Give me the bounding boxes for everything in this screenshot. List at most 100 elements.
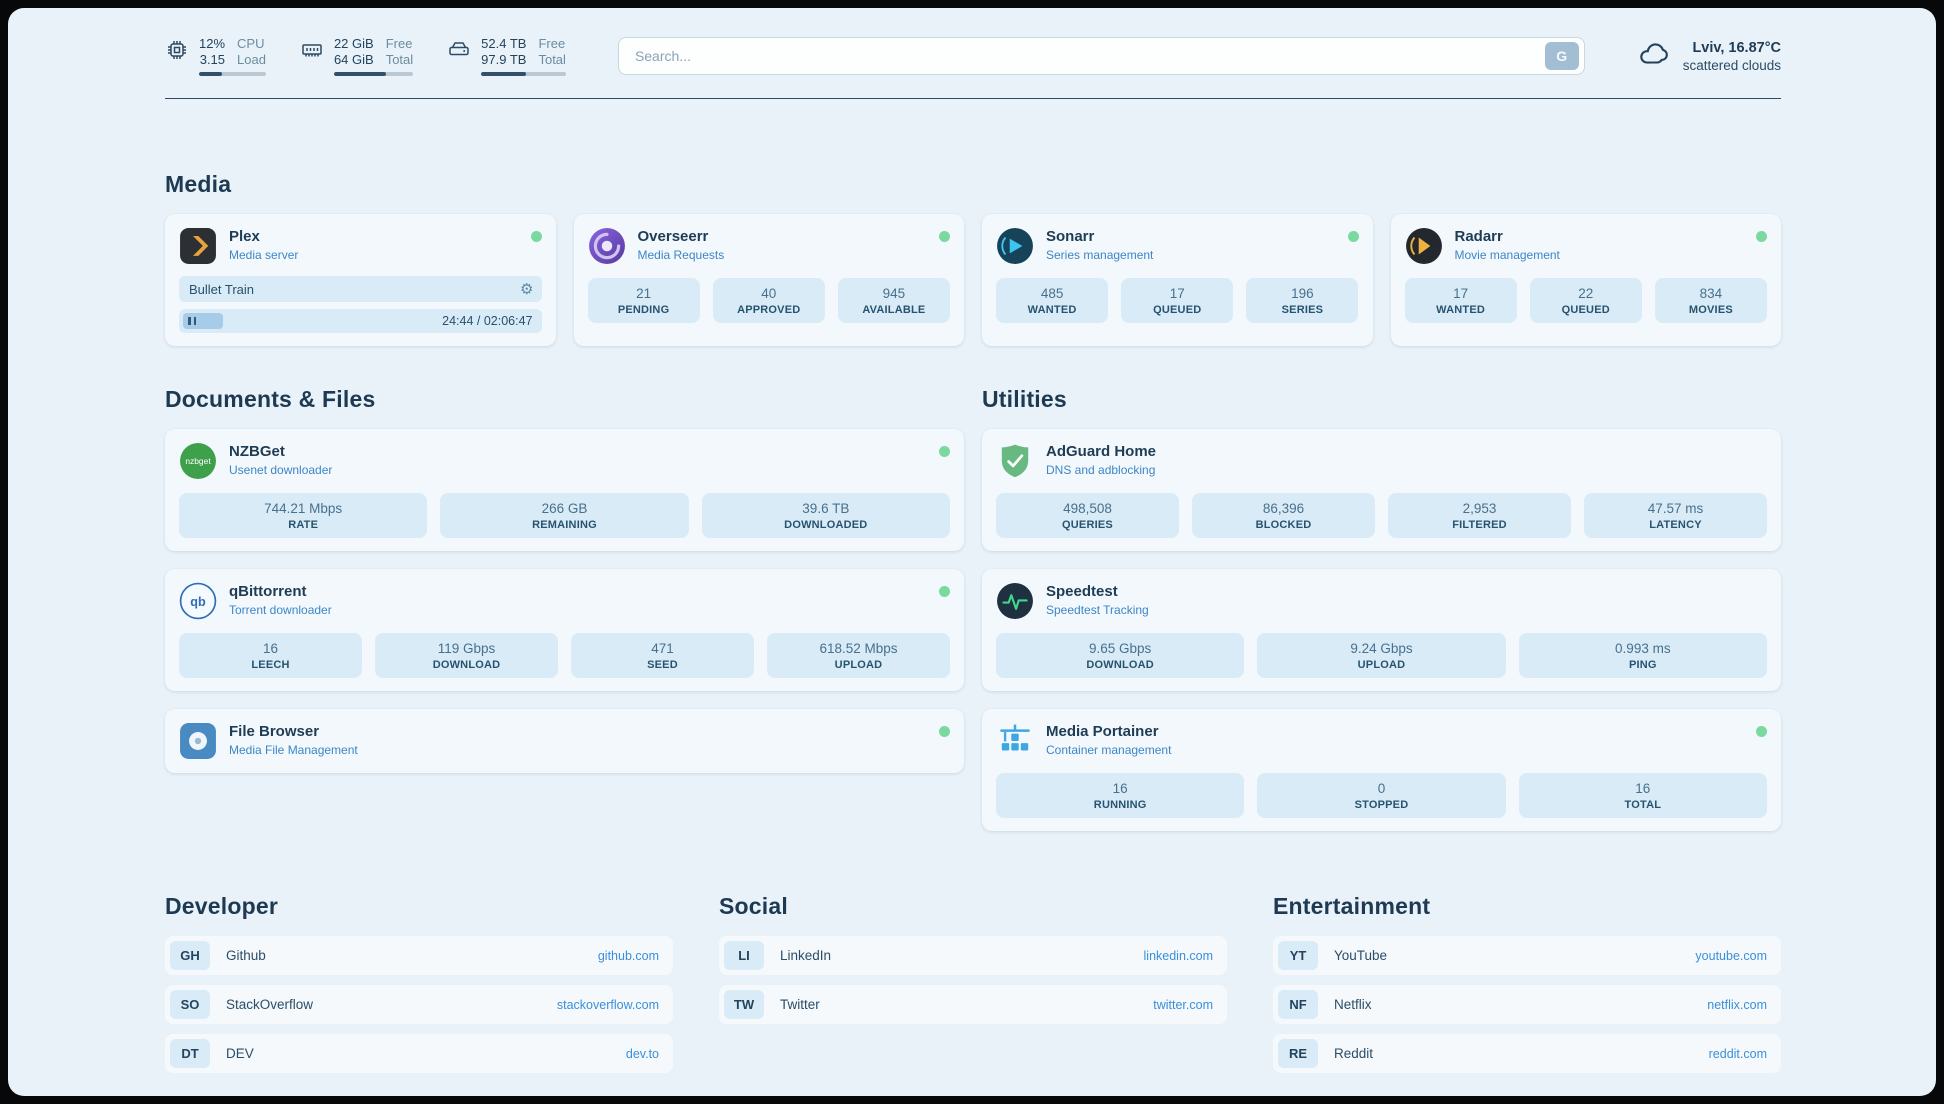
service-card-speedtest[interactable]: Speedtest Speedtest Tracking 9.65 Gbps D…	[982, 569, 1781, 691]
bookmark-domain: stackoverflow.com	[556, 997, 659, 1012]
cpu-load-label: Load	[237, 52, 266, 67]
status-dot-online	[1756, 726, 1767, 737]
stat: 266 GB REMAINING	[440, 493, 689, 538]
service-card-plex[interactable]: Plex Media server Bullet Train ⚙ 24:44 /…	[165, 214, 556, 346]
bookmark-name: DEV	[226, 1046, 254, 1061]
stat: 16 RUNNING	[996, 773, 1245, 818]
search-input[interactable]	[632, 47, 1545, 65]
bookmark-netflix[interactable]: NF Netflix netflix.com	[1273, 985, 1781, 1024]
disk-progress-bar	[481, 72, 566, 76]
disk-icon	[447, 38, 471, 67]
memory-icon	[300, 38, 324, 67]
disk-widget: 52.4 TB Free 97.9 TB Total	[447, 36, 566, 76]
service-card-portainer[interactable]: Media Portainer Container management 16 …	[982, 709, 1781, 831]
section-title-documents: Documents & Files	[165, 386, 376, 412]
disk-total-label: Total	[538, 52, 566, 67]
bookmark-domain: netflix.com	[1707, 997, 1767, 1012]
service-name: File Browser	[229, 723, 320, 740]
service-subtitle: Container management	[1046, 743, 1172, 757]
stat: 16 LEECH	[179, 633, 362, 678]
cpu-usage-value: 12%	[199, 36, 226, 51]
service-name: Sonarr	[1046, 228, 1095, 245]
bookmark-twitter[interactable]: TW Twitter twitter.com	[719, 985, 1227, 1024]
stat: 485 WANTED	[996, 278, 1109, 323]
stat: 0.993 ms PING	[1518, 633, 1767, 678]
stat: 471 SEED	[571, 633, 754, 678]
section-media: Media Plex Media server Bullet Train ⚙	[165, 171, 1781, 346]
bookmark-github[interactable]: GH Github github.com	[165, 936, 673, 975]
bookmark-name: YouTube	[1334, 948, 1388, 963]
stat: 47.57 ms LATENCY	[1584, 493, 1767, 538]
service-subtitle: Media server	[229, 248, 299, 262]
bookmark-name: StackOverflow	[226, 997, 314, 1012]
service-name: Overseerr	[637, 228, 709, 245]
bookmark-name: LinkedIn	[780, 948, 832, 963]
service-subtitle: Series management	[1046, 248, 1154, 262]
service-card-overseerr[interactable]: Overseerr Media Requests 21 PENDING 40 A…	[573, 214, 964, 346]
top-bar: 12% CPU 3.15 Load 22 GiB Free 64 GiB Tot…	[165, 36, 1781, 76]
memory-free-label: Free	[385, 36, 413, 51]
stat: 17 QUEUED	[1121, 278, 1234, 323]
bookmark-abbr: NF	[1278, 990, 1318, 1019]
service-card-adguard[interactable]: AdGuard Home DNS and adblocking 498,508 …	[982, 429, 1781, 551]
status-dot-online	[1756, 231, 1767, 242]
cpu-widget: 12% CPU 3.15 Load	[165, 36, 266, 76]
memory-total-label: Total	[385, 52, 414, 67]
service-name: AdGuard Home	[1046, 443, 1157, 460]
bookmark-abbr: YT	[1278, 941, 1318, 970]
bookmark-abbr: GH	[170, 941, 210, 970]
stat: 744.21 Mbps RATE	[179, 493, 428, 538]
playback-progress-bar[interactable]: 24:44 / 02:06:47	[179, 309, 542, 333]
service-card-radarr[interactable]: Radarr Movie management 17 WANTED 22 QUE…	[1390, 214, 1781, 346]
bookmark-dev[interactable]: DT DEV dev.to	[165, 1034, 673, 1073]
bookmark-linkedin[interactable]: LI LinkedIn linkedin.com	[719, 936, 1227, 975]
status-dot-online	[939, 586, 950, 597]
adguard-icon	[996, 442, 1034, 480]
bookmark-youtube[interactable]: YT YouTube youtube.com	[1273, 936, 1781, 975]
status-dot-online	[1347, 231, 1359, 242]
memory-progress-bar	[333, 72, 414, 76]
now-playing-row: Bullet Train ⚙	[179, 276, 542, 302]
stat: 498,508 QUERIES	[996, 493, 1179, 538]
section-documents: Documents & Files nzbget NZBGet U	[165, 386, 964, 831]
section-title-social: Social	[719, 893, 788, 919]
service-card-qbittorrent[interactable]: qb qBittorrent Torrent downloader 16 LEE…	[165, 569, 964, 691]
service-name: NZBGet	[229, 443, 285, 460]
memory-widget: 22 GiB Free 64 GiB Total	[300, 36, 414, 76]
disk-free-label: Free	[538, 36, 566, 51]
service-card-filebrowser[interactable]: File Browser Media File Management	[165, 709, 964, 773]
status-dot-online	[530, 231, 542, 242]
bookmark-abbr: RE	[1278, 1039, 1318, 1068]
bookmark-domain: twitter.com	[1153, 997, 1213, 1012]
speedtest-icon	[996, 582, 1034, 620]
bookmark-abbr: SO	[170, 990, 210, 1019]
bookmark-reddit[interactable]: RE Reddit reddit.com	[1273, 1034, 1781, 1073]
cpu-usage-label: CPU	[237, 36, 265, 51]
settings-gear-icon[interactable]: ⚙	[520, 280, 534, 298]
bookmark-domain: linkedin.com	[1143, 948, 1213, 963]
playback-time: 24:44 / 02:06:47	[442, 314, 533, 328]
weather-condition: scattered clouds	[1682, 57, 1781, 73]
status-dot-online	[939, 726, 950, 737]
overseerr-icon	[588, 227, 626, 265]
portainer-icon	[996, 722, 1034, 760]
service-card-nzbget[interactable]: nzbget NZBGet Usenet downloader 744.21 M…	[165, 429, 964, 551]
bookmark-stackoverflow[interactable]: SO StackOverflow stackoverflow.com	[165, 985, 673, 1024]
qbittorrent-icon: qb	[179, 582, 217, 620]
disk-total-value: 97.9 TB	[481, 52, 527, 67]
bookmark-name: Github	[226, 948, 266, 963]
stat: 21 PENDING	[587, 278, 700, 323]
bookmark-domain: reddit.com	[1708, 1046, 1767, 1061]
stat: 16 TOTAL	[1518, 773, 1767, 818]
bookmark-domain: dev.to	[625, 1046, 659, 1061]
search-provider-button[interactable]: G	[1544, 42, 1579, 70]
cpu-progress-bar	[199, 72, 266, 76]
section-title-entertainment: Entertainment	[1273, 893, 1431, 919]
dashboard-screen: 12% CPU 3.15 Load 22 GiB Free 64 GiB Tot…	[8, 8, 1936, 1096]
service-card-sonarr[interactable]: Sonarr Series management 485 WANTED 17 Q…	[982, 214, 1373, 346]
service-name: qBittorrent	[229, 583, 307, 600]
pause-icon[interactable]	[183, 313, 223, 329]
service-subtitle: DNS and adblocking	[1046, 463, 1156, 477]
filebrowser-icon	[179, 722, 217, 760]
service-subtitle: Movie management	[1454, 248, 1560, 262]
